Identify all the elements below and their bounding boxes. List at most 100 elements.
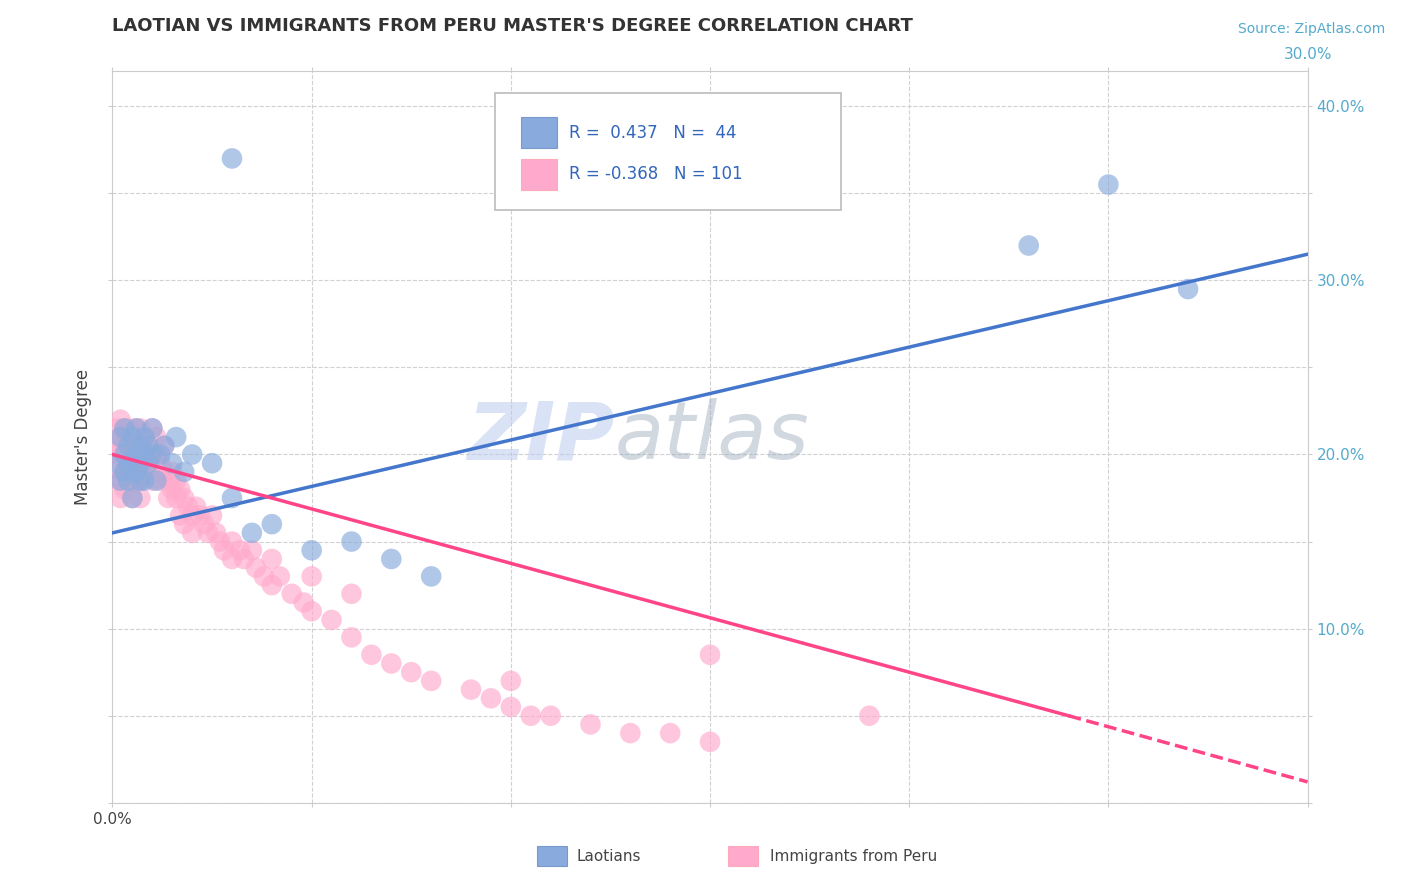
Point xyxy=(321,613,343,627)
Point xyxy=(141,456,163,470)
Point xyxy=(141,474,163,488)
Point xyxy=(114,421,135,435)
FancyBboxPatch shape xyxy=(522,118,557,148)
Point xyxy=(380,657,402,671)
Point xyxy=(114,448,135,462)
Point xyxy=(114,483,135,497)
Point xyxy=(141,448,163,462)
Point xyxy=(540,708,562,723)
Point xyxy=(149,448,172,462)
Point xyxy=(173,465,195,479)
Point xyxy=(129,456,152,470)
Point xyxy=(260,552,283,566)
Y-axis label: Master's Degree: Master's Degree xyxy=(75,369,93,505)
Point xyxy=(134,448,156,462)
Point xyxy=(153,439,176,453)
Point xyxy=(129,474,152,488)
Point xyxy=(117,456,139,470)
Point xyxy=(141,421,163,435)
Point xyxy=(117,421,139,435)
Point xyxy=(149,456,172,470)
Point xyxy=(125,439,148,453)
Point xyxy=(125,465,148,479)
Point xyxy=(110,430,132,444)
Point xyxy=(340,587,363,601)
Point xyxy=(105,421,128,435)
Text: R =  0.437   N =  44: R = 0.437 N = 44 xyxy=(569,124,737,142)
Point xyxy=(520,708,543,723)
Point xyxy=(201,508,224,523)
Point xyxy=(173,517,195,532)
Point xyxy=(301,604,323,618)
Point xyxy=(134,430,156,444)
Point xyxy=(110,474,132,488)
Point xyxy=(121,456,143,470)
Point xyxy=(138,439,160,453)
Point xyxy=(134,430,156,444)
Point xyxy=(499,673,522,688)
Text: Laotians: Laotians xyxy=(576,848,641,863)
Point xyxy=(157,491,180,505)
Point xyxy=(858,708,880,723)
Point xyxy=(117,430,139,444)
Point xyxy=(699,648,721,662)
Point xyxy=(105,474,128,488)
Point xyxy=(229,543,252,558)
Point xyxy=(114,465,135,479)
Point xyxy=(117,456,139,470)
Point xyxy=(269,569,291,583)
Point xyxy=(221,491,243,505)
Point xyxy=(125,465,148,479)
Point xyxy=(193,517,215,532)
Point xyxy=(117,439,139,453)
Point xyxy=(340,534,363,549)
Text: Immigrants from Peru: Immigrants from Peru xyxy=(770,848,936,863)
Point xyxy=(121,491,143,505)
Point xyxy=(1097,178,1119,192)
Point xyxy=(125,448,148,462)
Point xyxy=(121,439,143,453)
Point xyxy=(125,448,148,462)
Point xyxy=(134,474,156,488)
Point xyxy=(301,569,323,583)
Point xyxy=(110,474,132,488)
Text: atlas: atlas xyxy=(614,398,810,476)
Point xyxy=(165,474,187,488)
Point xyxy=(129,439,152,453)
Point xyxy=(340,631,363,645)
Point xyxy=(209,534,232,549)
Point xyxy=(138,456,160,470)
Point xyxy=(129,491,152,505)
Point xyxy=(141,421,163,435)
Point xyxy=(110,456,132,470)
Point xyxy=(186,500,208,514)
Point xyxy=(205,525,228,540)
Point xyxy=(117,474,139,488)
Point xyxy=(125,421,148,435)
Point xyxy=(619,726,641,740)
Point xyxy=(188,508,211,523)
Point xyxy=(201,456,224,470)
Point xyxy=(162,456,183,470)
Text: Source: ZipAtlas.com: Source: ZipAtlas.com xyxy=(1237,22,1385,37)
Text: R = -0.368   N = 101: R = -0.368 N = 101 xyxy=(569,166,742,184)
Point xyxy=(110,412,132,426)
Point xyxy=(134,465,156,479)
Point xyxy=(138,439,160,453)
Point xyxy=(221,552,243,566)
Point xyxy=(169,483,191,497)
Point xyxy=(125,421,148,435)
Point xyxy=(197,525,219,540)
Point xyxy=(380,552,402,566)
Point xyxy=(420,569,443,583)
FancyBboxPatch shape xyxy=(495,94,842,211)
Point xyxy=(212,543,235,558)
Point xyxy=(401,665,423,680)
Point xyxy=(149,474,172,488)
Point xyxy=(117,474,139,488)
Point xyxy=(110,491,132,505)
Point xyxy=(117,448,139,462)
Point xyxy=(301,543,323,558)
Point xyxy=(260,578,283,592)
Point xyxy=(181,448,204,462)
